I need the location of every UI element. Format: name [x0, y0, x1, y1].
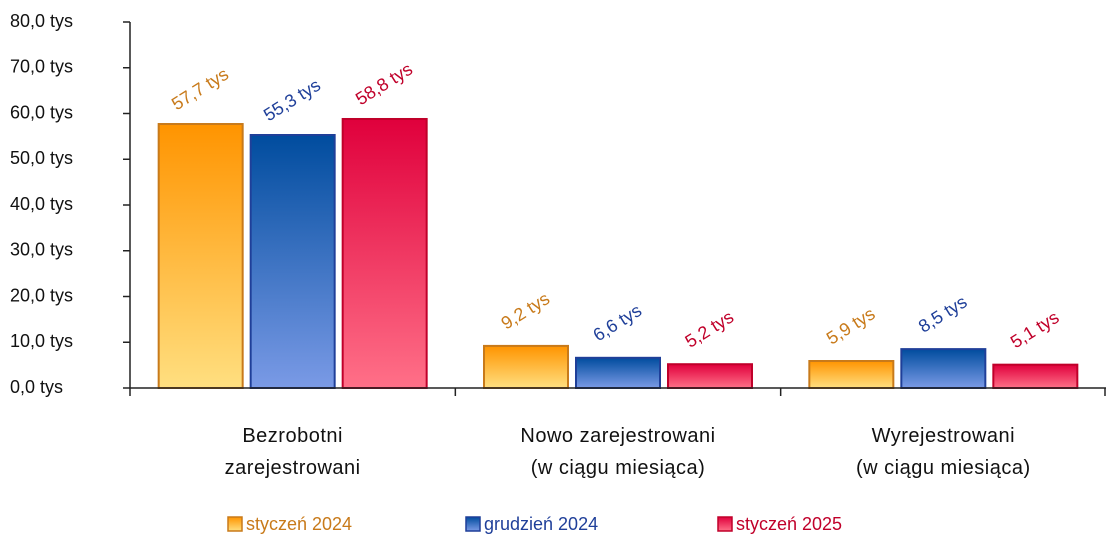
- y-tick-label: 0,0 tys: [10, 377, 63, 397]
- legend-swatch: [465, 516, 481, 532]
- bar: [483, 344, 569, 390]
- x-tick-label: Wyrejestrowani (w ciągu miesiąca): [856, 425, 1031, 479]
- y-tick-label: 60,0 tys: [10, 102, 73, 122]
- y-tick-label: 40,0 tys: [10, 194, 73, 214]
- legend-swatch: [227, 516, 243, 532]
- y-tick-label: 10,0 tys: [10, 331, 73, 351]
- legend-label: styczeń 2025: [736, 514, 842, 534]
- x-tick-label: Nowo zarejestrowani (w ciągu miesiąca): [520, 425, 716, 479]
- value-label: 9,2 tys: [498, 288, 554, 333]
- value-label: 6,6 tys: [590, 300, 646, 345]
- value-label: 5,1 tys: [1007, 307, 1063, 352]
- y-tick-label: 70,0 tys: [10, 57, 73, 77]
- y-tick-label: 80,0 tys: [10, 11, 73, 31]
- bar: [667, 363, 753, 389]
- bar: [808, 360, 895, 390]
- bar: [992, 363, 1079, 390]
- legend-label: grudzień 2024: [484, 514, 598, 534]
- legend-swatch: [717, 516, 733, 532]
- bar: [157, 123, 244, 390]
- bar: [575, 356, 661, 389]
- value-label: 5,2 tys: [682, 307, 738, 352]
- value-label: 58,8 tys: [352, 59, 416, 109]
- y-tick-label: 50,0 tys: [10, 148, 73, 168]
- y-tick-label: 20,0 tys: [10, 285, 73, 305]
- value-label: 8,5 tys: [915, 292, 971, 337]
- bar: [341, 117, 428, 390]
- x-tick-label: Bezrobotni zarejestrowani: [224, 425, 361, 479]
- legend-label: styczeń 2024: [246, 514, 352, 534]
- bar: [249, 134, 336, 389]
- value-label: 5,9 tys: [823, 303, 879, 348]
- value-label: 55,3 tys: [260, 75, 324, 125]
- y-tick-label: 30,0 tys: [10, 240, 73, 260]
- value-label: 57,7 tys: [168, 64, 232, 114]
- bar: [900, 348, 987, 389]
